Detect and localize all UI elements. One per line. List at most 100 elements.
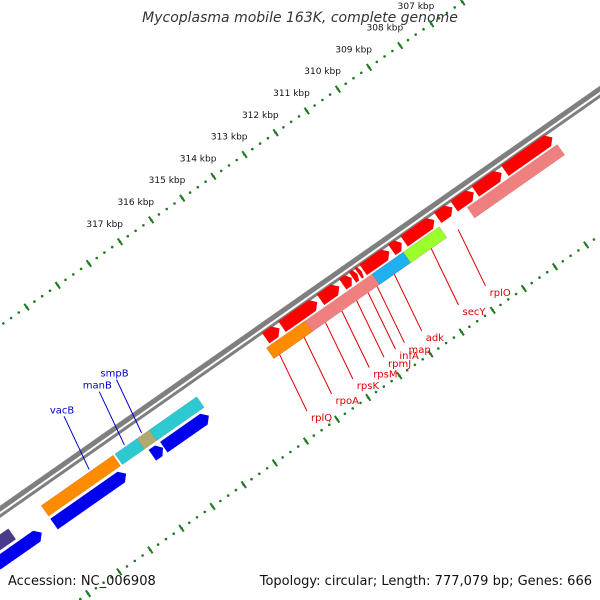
outer-tick-line-dot: [134, 229, 137, 233]
kbp-label: 307 kbp: [398, 2, 435, 12]
outer-tick-line-dot: [79, 267, 83, 271]
blue-gene-arrow: [0, 530, 42, 570]
inner-tick-line-dot: [312, 434, 316, 437]
outer-tick-line-dot: [204, 180, 207, 183]
outer-tick-line-dot: [2, 322, 5, 325]
outer-tick-line-dot: [157, 213, 161, 216]
inner-major-tick: [302, 437, 310, 445]
inner-tick-line-dot: [592, 238, 596, 241]
inner-tick-line-dot: [343, 412, 347, 416]
inner-tick-line-dot: [281, 456, 284, 459]
outer-tick-line-dot: [258, 142, 262, 145]
outer-tick-line-dot: [142, 224, 145, 227]
outer-tick-line-dot: [110, 245, 114, 249]
inner-tick-line-dot: [483, 314, 487, 318]
red-gene-arrow: [338, 275, 352, 290]
outer-tick-line-dot: [17, 311, 21, 314]
outer-major-tick: [397, 41, 404, 50]
outer-tick-line-dot: [453, 6, 457, 9]
outer-major-tick: [459, 0, 466, 6]
inner-tick-line-dot: [421, 358, 425, 361]
kbp-label: 313 kbp: [211, 133, 248, 143]
inner-tick-line-dot: [250, 477, 253, 481]
outer-tick-line-dot: [219, 169, 223, 173]
outer-tick-line-dot: [227, 164, 231, 167]
inner-major-tick: [489, 306, 496, 315]
kbp-label: 308 kbp: [367, 24, 404, 34]
outer-major-tick: [23, 303, 30, 311]
leader-line: [356, 300, 385, 358]
secY-band: [402, 226, 448, 264]
purple-gene-band: [0, 528, 17, 551]
red-gene-arrow: [400, 218, 435, 247]
outer-tick-line-dot: [72, 273, 75, 276]
outer-tick-line-dot: [251, 147, 254, 151]
gene-label-manB: manB: [83, 381, 112, 392]
inner-tick-line-dot: [507, 298, 510, 301]
backbone-line: [0, 94, 600, 518]
inner-tick-line-dot: [110, 576, 113, 579]
outer-tick-line-dot: [64, 278, 67, 282]
outer-tick-line-dot: [48, 289, 52, 293]
outer-tick-line-dot: [375, 60, 379, 64]
inner-major-tick: [551, 262, 559, 271]
inner-tick-line-dot: [374, 390, 378, 394]
inner-tick-line-dot: [530, 281, 533, 285]
cyan-gene-band: [148, 396, 205, 441]
inner-major-tick: [365, 393, 372, 402]
inner-major-tick: [458, 328, 465, 336]
inner-tick-line-dot: [359, 401, 362, 405]
gene-label-infA: infA: [399, 351, 419, 362]
outer-major-tick: [241, 150, 248, 159]
inner-tick-line-dot: [452, 336, 456, 339]
leader-line: [63, 416, 90, 470]
inner-tick-line-dot: [296, 445, 300, 448]
inner-tick-line-dot: [538, 276, 541, 279]
inner-tick-line-dot: [444, 341, 448, 345]
inner-tick-line-dot: [195, 516, 199, 519]
outer-tick-line-dot: [235, 158, 238, 162]
gene-label-map: map: [409, 345, 431, 356]
inner-tick-line-dot: [413, 363, 417, 367]
outer-tick-line-dot: [406, 38, 410, 42]
outer-tick-line-dot: [289, 120, 293, 124]
inner-tick-line-dot: [219, 499, 222, 503]
inner-tick-line-dot: [234, 488, 238, 492]
inner-tick-line-dot: [561, 260, 565, 263]
outer-tick-line-dot: [328, 93, 332, 96]
map-title: Mycoplasma mobile 163K, complete genome: [142, 10, 458, 26]
outer-tick-line-dot: [95, 256, 98, 260]
inner-tick-line-dot: [382, 385, 386, 388]
inner-tick-line-dot: [94, 586, 98, 590]
gene-label-smpB: smpB: [100, 369, 128, 380]
kbp-label: 316 kbp: [117, 198, 154, 208]
inner-tick-line-dot: [289, 450, 292, 454]
leader-line: [116, 379, 143, 434]
outer-tick-line-dot: [33, 300, 36, 303]
vacB-band: [40, 454, 122, 517]
red-gene-arrow: [450, 190, 474, 212]
inner-tick-line-dot: [125, 565, 129, 568]
outer-tick-line-dot: [282, 126, 285, 129]
gene-label-adk: adk: [426, 333, 444, 344]
inner-tick-line-dot: [141, 554, 144, 557]
gene-bands: [0, 143, 566, 551]
outer-major-tick: [148, 216, 155, 224]
blue-gene-arrow: [160, 413, 209, 453]
gene-label-rpmJ: rpmJ: [388, 359, 411, 370]
leader-line: [430, 248, 459, 306]
outer-tick-line-dot: [344, 82, 348, 85]
kbp-label: 309 kbp: [335, 45, 372, 55]
outer-major-tick: [85, 259, 92, 268]
outer-tick-line-dot: [165, 207, 168, 211]
red-gene-arrow: [433, 205, 453, 223]
gene-arrows: [0, 135, 553, 570]
leader-line: [98, 391, 125, 446]
inner-major-tick: [84, 589, 92, 598]
outer-major-tick: [272, 128, 279, 137]
outer-tick-line-dot: [352, 76, 355, 80]
rpoA-band: [266, 320, 313, 359]
outer-tick-line-dot: [313, 104, 316, 107]
inner-tick-line-dot: [156, 543, 160, 546]
